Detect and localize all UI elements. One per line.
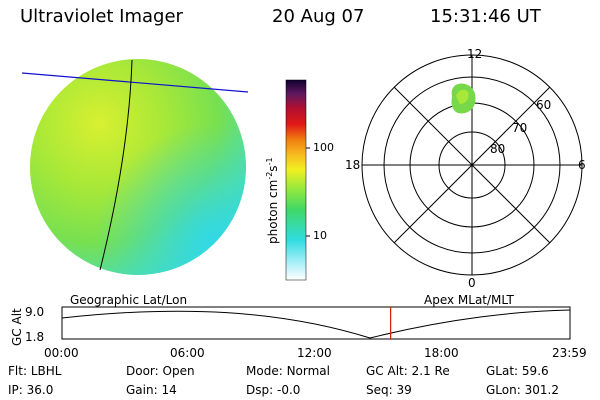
gc-alt-info: GC Alt: 2.1 Re xyxy=(366,364,450,378)
mlat-label-80: 80 xyxy=(490,142,506,156)
mlt-label-18: 18 xyxy=(345,158,361,172)
instrument-title: Ultraviolet Imager xyxy=(20,6,183,27)
gain-info: Gain: 14 xyxy=(126,383,177,397)
time-label: 15:31:46 UT xyxy=(430,6,541,27)
earth-disk xyxy=(30,59,246,275)
mlat-label-70: 70 xyxy=(512,121,528,135)
filter-info: Flt: LBHL xyxy=(8,364,62,378)
seq-info: Seq: 39 xyxy=(366,383,412,397)
glon-info: GLon: 301.2 xyxy=(486,383,559,397)
geographic-section-label: Geographic Lat/Lon xyxy=(70,293,188,307)
x-tick-1200: 12:00 xyxy=(297,346,332,360)
mlt-label-0: 0 xyxy=(468,276,476,290)
x-tick-1800: 18:00 xyxy=(424,346,459,360)
mlt-label-12: 12 xyxy=(467,47,483,61)
auroral-blob-core xyxy=(456,89,469,104)
ip-info: IP: 36.0 xyxy=(8,383,54,397)
mlat-label-60: 60 xyxy=(536,98,552,112)
x-tick-0000: 00:00 xyxy=(44,346,79,360)
polar-diagonal-2 xyxy=(393,86,551,244)
glat-info: GLat: 59.6 xyxy=(486,364,549,378)
colorbar-label-100: 100 xyxy=(313,141,334,154)
colorbar xyxy=(285,79,307,281)
mode-info: Mode: Normal xyxy=(246,364,330,378)
x-tick-0600: 06:00 xyxy=(170,346,205,360)
geographic-meridian xyxy=(99,59,133,271)
orbit-plot-frame xyxy=(61,306,571,340)
apex-section-label: Apex MLat/MLT xyxy=(424,293,514,307)
y-tick-9: 9.0 xyxy=(25,305,45,319)
colorbar-label-10: 10 xyxy=(313,229,327,242)
y-tick-1-8: 1.8 xyxy=(25,330,45,344)
limb-latitude-line xyxy=(21,72,249,93)
door-info: Door: Open xyxy=(126,364,195,378)
mlt-label-6: 6 xyxy=(578,158,586,172)
dsp-info: Dsp: -0.0 xyxy=(246,383,301,397)
x-tick-2359: 23:59 xyxy=(552,346,587,360)
date-label: 20 Aug 07 xyxy=(272,6,365,27)
altitude-curve xyxy=(61,309,571,339)
